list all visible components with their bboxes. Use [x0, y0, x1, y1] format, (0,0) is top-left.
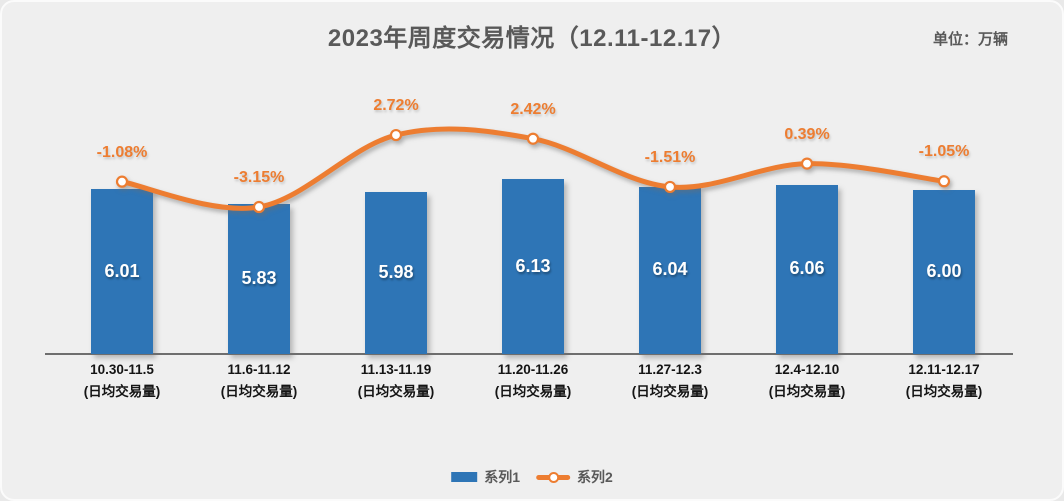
line-marker — [115, 175, 129, 188]
legend-label-series1: 系列1 — [484, 469, 520, 485]
unit-label: 单位：万辆 — [932, 31, 1008, 48]
bar-value-label: 6.01 — [104, 260, 140, 281]
x-axis-line — [45, 353, 1013, 355]
line-data-label: -1.51% — [644, 148, 696, 166]
bar — [91, 189, 153, 354]
line-data-label: 0.39% — [784, 125, 830, 143]
bar — [365, 191, 427, 354]
bar — [639, 186, 701, 354]
x-axis-label: 10.30-11.5 (日均交易量) — [52, 359, 192, 403]
legend-label-series2: 系列2 — [577, 469, 613, 485]
bar-series-swatch-icon — [451, 472, 478, 482]
line-marker — [389, 128, 403, 142]
x-axis-label: 11.13-11.19 (日均交易量) — [326, 359, 466, 403]
legend: 系列1 系列2 — [451, 467, 613, 487]
line-marker — [800, 157, 814, 170]
bar-value-label: 5.98 — [378, 261, 414, 282]
line-data-label: 2.72% — [373, 97, 419, 115]
bar-value-label: 6.00 — [926, 260, 962, 281]
bar-value-label: 5.83 — [241, 268, 277, 289]
x-axis-label-range: 12.4-12.10 — [774, 362, 840, 377]
x-axis-label: 11.27-12.3 (日均交易量) — [600, 359, 740, 403]
x-axis-label-subtitle: (日均交易量) — [83, 384, 161, 399]
legend-item-series1: 系列1 — [451, 467, 520, 487]
x-axis-label-subtitle: (日均交易量) — [768, 384, 846, 399]
line-data-label: -3.15% — [233, 169, 285, 187]
x-axis-label: 12.11-12.17 (日均交易量) — [874, 359, 1014, 403]
line-marker — [937, 175, 951, 188]
bar-value-label: 6.04 — [652, 259, 688, 280]
bar-value-label: 6.13 — [515, 255, 551, 276]
x-axis-label-range: 11.6-11.12 — [227, 362, 291, 377]
x-axis-label-subtitle: (日均交易量) — [220, 384, 298, 399]
x-axis-label-subtitle: (日均交易量) — [905, 384, 983, 399]
x-axis-label-range: 11.20-11.26 — [497, 362, 569, 377]
bar — [228, 204, 290, 354]
line-data-label: 2.42% — [510, 100, 556, 118]
x-axis-label: 12.4-12.10 (日均交易量) — [737, 359, 877, 403]
bar — [776, 184, 838, 354]
x-axis-label: 11.20-11.26 (日均交易量) — [463, 359, 603, 403]
line-data-label: -1.08% — [96, 143, 148, 161]
chart-title: 2023年周度交易情况（12.11-12.17） — [327, 25, 737, 52]
line-data-label: -1.05% — [918, 143, 970, 161]
x-axis-label: 11.6-11.12 (日均交易量) — [189, 359, 329, 403]
x-axis-label-subtitle: (日均交易量) — [494, 384, 572, 399]
x-axis-label-subtitle: (日均交易量) — [631, 384, 709, 399]
x-axis-label-range: 12.11-12.17 — [908, 362, 980, 377]
x-axis-label-range: 11.27-12.3 — [638, 362, 702, 377]
x-axis-label-subtitle: (日均交易量) — [357, 384, 435, 399]
line-series-swatch-icon — [536, 471, 570, 483]
bar-value-label: 6.06 — [789, 258, 825, 279]
x-axis-label-range: 11.13-11.19 — [360, 362, 432, 377]
line-marker — [526, 132, 540, 145]
legend-item-series2: 系列2 — [536, 467, 613, 487]
x-axis-label-range: 10.30-11.5 — [90, 362, 154, 377]
bar — [913, 189, 975, 354]
